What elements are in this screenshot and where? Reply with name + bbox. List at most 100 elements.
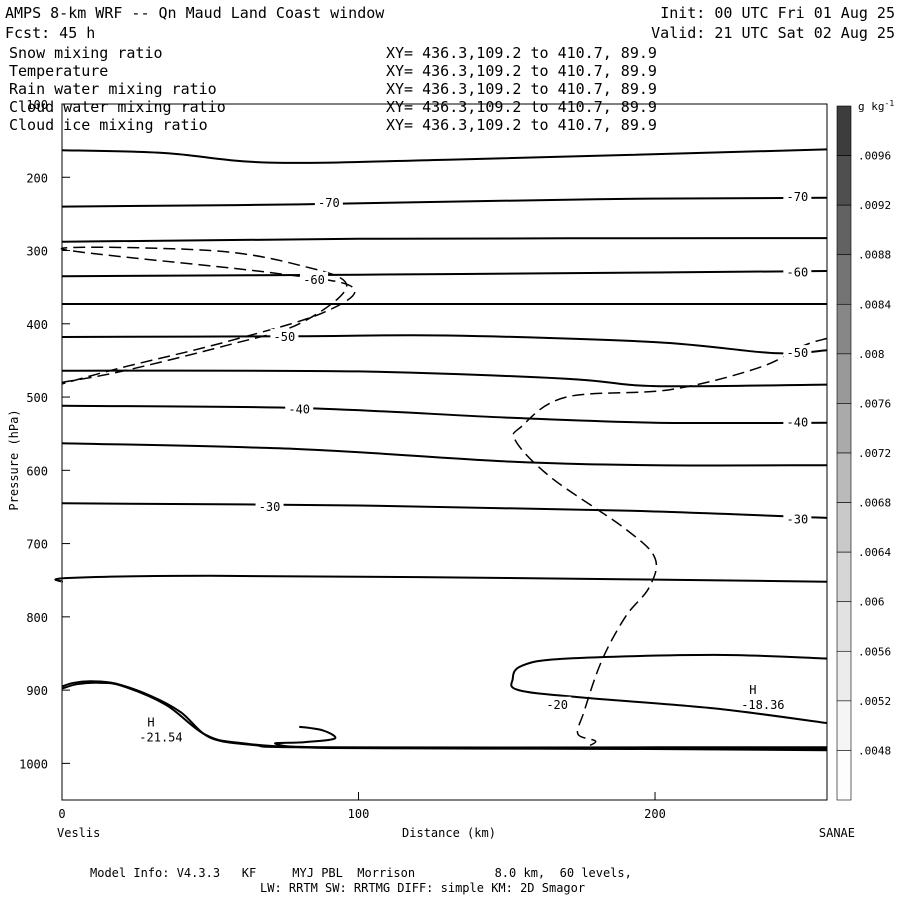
colorbar-segment: [836, 105, 852, 156]
high-marker: H: [749, 683, 756, 697]
isotherm-line: [61, 148, 828, 164]
high-value: -21.54: [139, 731, 182, 745]
contour-label-bg: [543, 696, 572, 711]
field-name: Temperature: [9, 62, 108, 80]
high-markers: H-21.54H-18.36: [139, 683, 784, 745]
isotherm-line: [61, 442, 828, 467]
y-tick-label: 900: [26, 684, 48, 698]
contour-label: -20: [546, 698, 568, 712]
left-end-label: Veslis: [57, 826, 100, 840]
x-axis: 0 100 200: [58, 792, 666, 821]
mixing-ratio-dashed-line: [512, 337, 828, 750]
colorbar-label: .0056: [858, 645, 891, 658]
contour-label: -60: [303, 273, 325, 287]
chart-title: AMPS 8-km WRF -- Qn Maud Land Coast wind…: [5, 4, 385, 22]
y-tick-label: 400: [26, 318, 48, 332]
colorbar-segment: [836, 750, 852, 801]
contour-label-bg: [783, 414, 812, 429]
field-xy: XY= 436.3,109.2 to 410.7, 89.9: [386, 80, 657, 98]
init-time: Init: 00 UTC Fri 01 Aug 25: [660, 4, 895, 22]
colorbar-unit: g kg-1: [858, 99, 894, 113]
field-name: Cloud ice mixing ratio: [9, 116, 208, 134]
colorbar-segment: [836, 403, 852, 454]
colorbar-label: .0084: [858, 298, 891, 311]
contour-label: -40: [288, 403, 310, 417]
high-marker: H: [147, 716, 154, 730]
isotherm-line: [61, 270, 828, 278]
field-xy: XY= 436.3,109.2 to 410.7, 89.9: [386, 44, 657, 62]
isotherm-line: [61, 681, 827, 749]
x-axis-label: Distance (km): [402, 826, 496, 840]
field-xy: XY= 436.3,109.2 to 410.7, 89.9: [386, 62, 657, 80]
x-tick-label: 100: [348, 807, 370, 821]
isotherm-line: [61, 404, 828, 425]
contour-label: -70: [787, 190, 809, 204]
contour-label: -40: [787, 416, 809, 430]
contour-label-bg: [783, 345, 812, 360]
mixing-ratio-contours: [61, 246, 828, 750]
isotherm-line: [274, 725, 828, 750]
right-end-label: SANAE: [819, 826, 855, 840]
y-tick-label: 1000: [19, 757, 48, 771]
colorbar-label: .0072: [858, 447, 891, 460]
isotherm-line: [61, 196, 828, 208]
field-xy: XY= 436.3,109.2 to 410.7, 89.9: [386, 116, 657, 134]
colorbar-segment: [836, 452, 852, 503]
isotherm-line: [61, 502, 828, 519]
mixing-ratio-dashed-line: [61, 246, 356, 385]
colorbar-label: .0096: [858, 150, 891, 163]
plot-frame: [61, 103, 828, 801]
field-name: Rain water mixing ratio: [9, 80, 217, 98]
temperature-contours: [54, 148, 828, 752]
contour-label-bg: [270, 328, 299, 343]
colorbar-segment: [836, 303, 852, 355]
valid-time: Valid: 21 UTC Sat 02 Aug 25: [651, 24, 895, 42]
y-tick-label: 800: [26, 611, 48, 625]
y-axis-label: Pressure (hPa): [7, 409, 21, 510]
contour-label-bg: [314, 194, 343, 209]
field-xy: XY= 436.3,109.2 to 410.7, 89.9: [386, 98, 657, 116]
contour-label-bg: [300, 271, 329, 286]
contour-label: -30: [787, 512, 809, 526]
y-tick-label: 200: [26, 171, 48, 185]
contour-label: -30: [259, 500, 281, 514]
colorbar-label: .0076: [858, 397, 891, 410]
isotherm-line: [510, 653, 828, 725]
colorbar-label: .0052: [858, 695, 891, 708]
field-name: Snow mixing ratio: [9, 44, 163, 62]
isotherm-line: [54, 574, 828, 583]
x-tick-label: 200: [644, 807, 666, 821]
contour-label: -70: [318, 196, 340, 210]
x-tick-label: 0: [58, 807, 65, 821]
colorbar-segment: [836, 601, 852, 652]
contour-label: -50: [787, 346, 809, 360]
colorbar-segment: [836, 502, 852, 553]
colorbar-label: .0068: [858, 497, 891, 510]
model-info: Model Info: V4.3.3 KF MYJ PBL Morrison 8…: [90, 866, 632, 880]
colorbar-label: .0064: [858, 546, 891, 559]
y-tick-label: 700: [26, 538, 48, 552]
colorbar-segment: [836, 353, 852, 404]
colorbar-label: .0088: [858, 249, 891, 262]
colorbar: .0096 .0092 .0088 .0084 .008 .0076 .0072 .0068.…: [836, 105, 891, 801]
isotherm-line: [61, 237, 828, 243]
high-value: -18.36: [741, 698, 784, 712]
contour-labels: -70 -70 -60 -60 -50 -50 -40 -40 -30 -30 -20: [255, 189, 812, 712]
colorbar-segment: [836, 650, 852, 702]
colorbar-label: .0048: [858, 744, 891, 757]
contour-label-bg: [255, 498, 284, 513]
contour-label: -60: [787, 266, 809, 280]
y-tick-label: 300: [26, 245, 48, 259]
isotherm-line: [61, 369, 828, 388]
colorbar-label: .0092: [858, 199, 891, 212]
isotherm-line: [61, 334, 828, 355]
contour-label: -50: [274, 330, 296, 344]
y-tick-label: 600: [26, 464, 48, 478]
contour-label-bg: [783, 264, 812, 279]
colorbar-segment: [836, 155, 852, 206]
colorbar-segment: [836, 700, 852, 751]
field-name: Cloud water mixing ratio: [9, 98, 226, 116]
y-tick-label: 500: [26, 391, 48, 405]
